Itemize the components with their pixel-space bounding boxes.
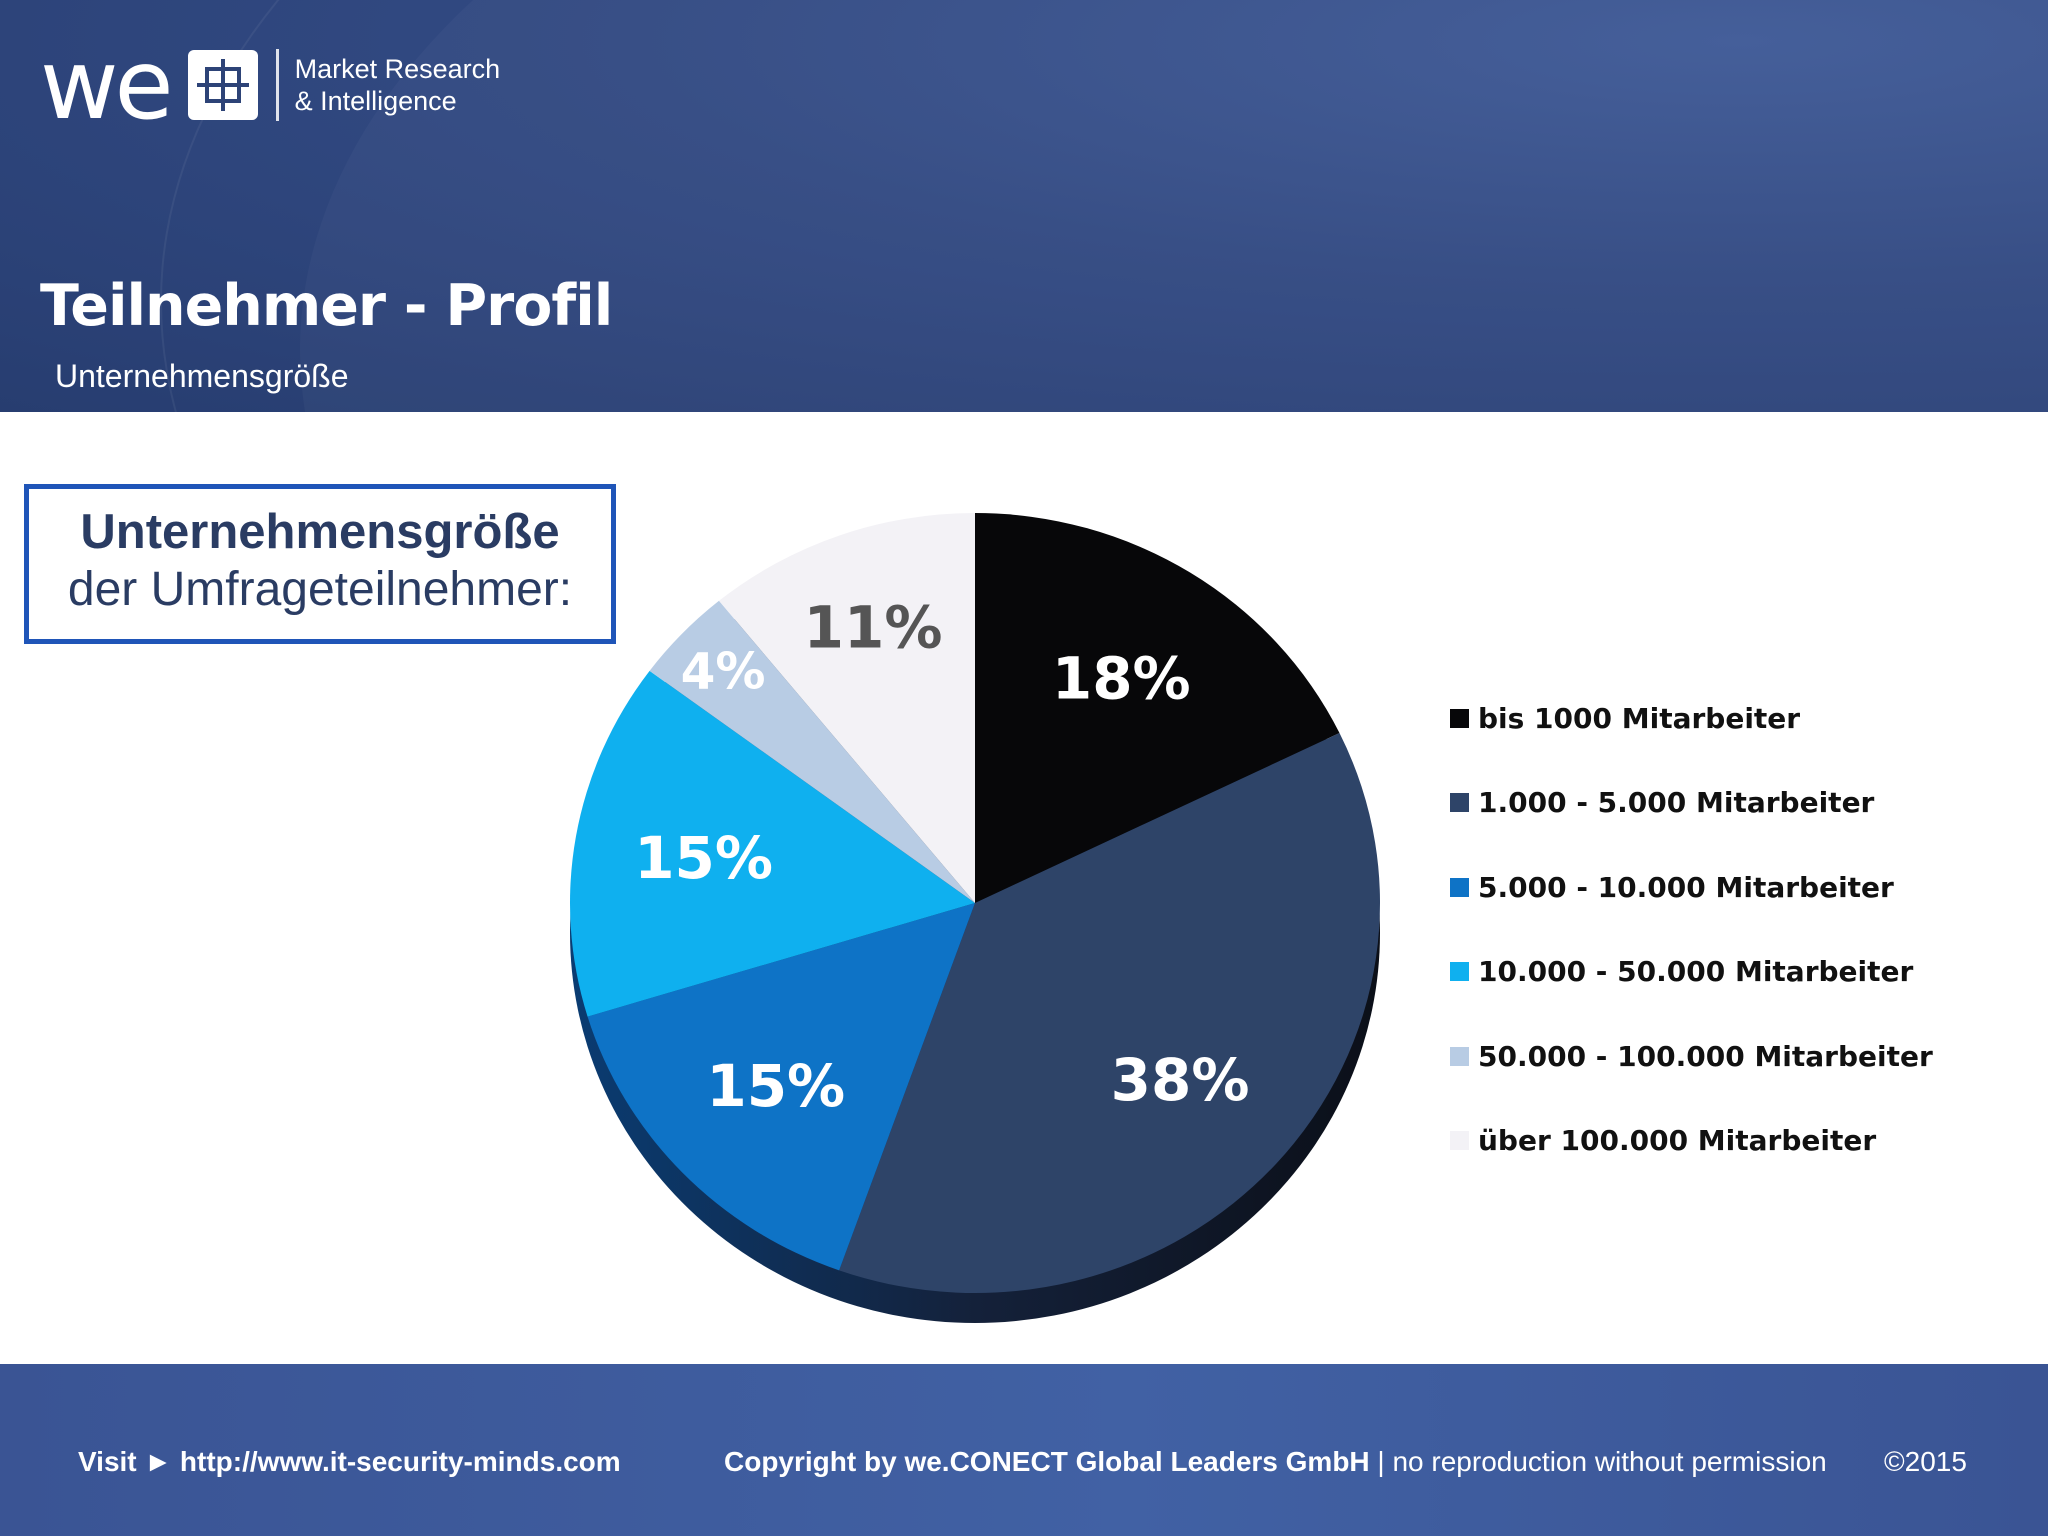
footer-visit: Visit ► http://www.it-security-minds.com <box>78 1444 621 1480</box>
legend-item-4: 10.000 - 50.000 Mitarbeiter <box>1450 930 1933 1015</box>
logo-tagline-line-2: & Intelligence <box>294 86 457 116</box>
pie-label-4: 15% <box>634 824 773 892</box>
legend-label: 1.000 - 5.000 Mitarbeiter <box>1478 786 1875 820</box>
company-logo: we Market Research & Intelligence <box>40 29 501 141</box>
logo-tagline-line-1: Market Research <box>294 54 501 84</box>
logo-wordmark: we <box>40 29 174 141</box>
legend-label: 50.000 - 100.000 Mitarbeiter <box>1478 1039 1933 1073</box>
pie-slice-2 <box>839 733 1381 1293</box>
reproduction-notice: | no reproduction without permission <box>1377 1446 1827 1477</box>
pie-chart: 18% 38% 15% 15% 4% 11% <box>570 513 1381 1323</box>
pie-slices <box>570 513 1381 1293</box>
footer-copyright: Copyright by we.CONECT Global Leaders Gm… <box>724 1444 1827 1480</box>
legend-swatch <box>1450 877 1469 897</box>
crosshair-icon <box>187 50 258 120</box>
page-subtitle: Unternehmensgröße <box>55 358 349 394</box>
pie-slice-4 <box>570 670 975 1017</box>
pie-slice-5 <box>649 600 975 903</box>
visit-label: Visit ► <box>78 1446 173 1477</box>
legend-item-5: 50.000 - 100.000 Mitarbeiter <box>1450 1014 1933 1099</box>
pie-label-6: 11% <box>804 593 943 661</box>
pie-data-labels: 18% 38% 15% 15% 4% 11% <box>634 593 1249 1120</box>
legend-label: 10.000 - 50.000 Mitarbeiter <box>1478 955 1914 989</box>
pie-label-2: 38% <box>1111 1046 1250 1114</box>
copyright-text: Copyright by we.CONECT Global Leaders Gm… <box>724 1446 1370 1477</box>
legend-label: 5.000 - 10.000 Mitarbeiter <box>1478 870 1894 904</box>
logo-divider <box>275 49 279 121</box>
legend-label: bis 1000 Mitarbeiter <box>1478 701 1801 735</box>
legend-swatch <box>1450 793 1469 813</box>
footer-year: ©2015 <box>1884 1446 1967 1477</box>
page-title: Teilnehmer - Profil <box>40 273 613 339</box>
legend-swatch <box>1450 708 1469 728</box>
legend-item-3: 5.000 - 10.000 Mitarbeiter <box>1450 845 1933 930</box>
caption-line-2: der Umfrageteilnehmer: <box>67 563 573 616</box>
legend-label: über 100.000 Mitarbeiter <box>1478 1124 1877 1158</box>
legend-item-1: bis 1000 Mitarbeiter <box>1450 676 1933 761</box>
pie-slice-3 <box>587 903 975 1271</box>
pie-label-3: 15% <box>706 1052 845 1120</box>
footer-bar <box>0 1364 2048 1536</box>
website-link[interactable]: http://www.it-security-minds.com <box>179 1446 621 1477</box>
legend-item-2: 1.000 - 5.000 Mitarbeiter <box>1450 761 1933 846</box>
chart-caption-box: Unternehmensgröße der Umfrageteilnehmer: <box>24 484 616 644</box>
chart-legend: bis 1000 Mitarbeiter 1.000 - 5.000 Mitarb… <box>1450 676 1933 1183</box>
pie-label-5: 4% <box>681 642 766 700</box>
pie-slice-6 <box>718 513 975 903</box>
logo-tagline: Market Research & Intelligence <box>295 53 501 117</box>
header-banner <box>0 0 2048 412</box>
legend-item-6: über 100.000 Mitarbeiter <box>1450 1099 1933 1184</box>
legend-swatch <box>1450 962 1469 982</box>
pie-label-1: 18% <box>1052 644 1191 712</box>
legend-swatch <box>1450 1046 1469 1066</box>
pie-slice-1 <box>975 513 1340 903</box>
legend-swatch <box>1450 1131 1469 1151</box>
caption-line-1: Unternehmensgröße <box>80 505 560 559</box>
